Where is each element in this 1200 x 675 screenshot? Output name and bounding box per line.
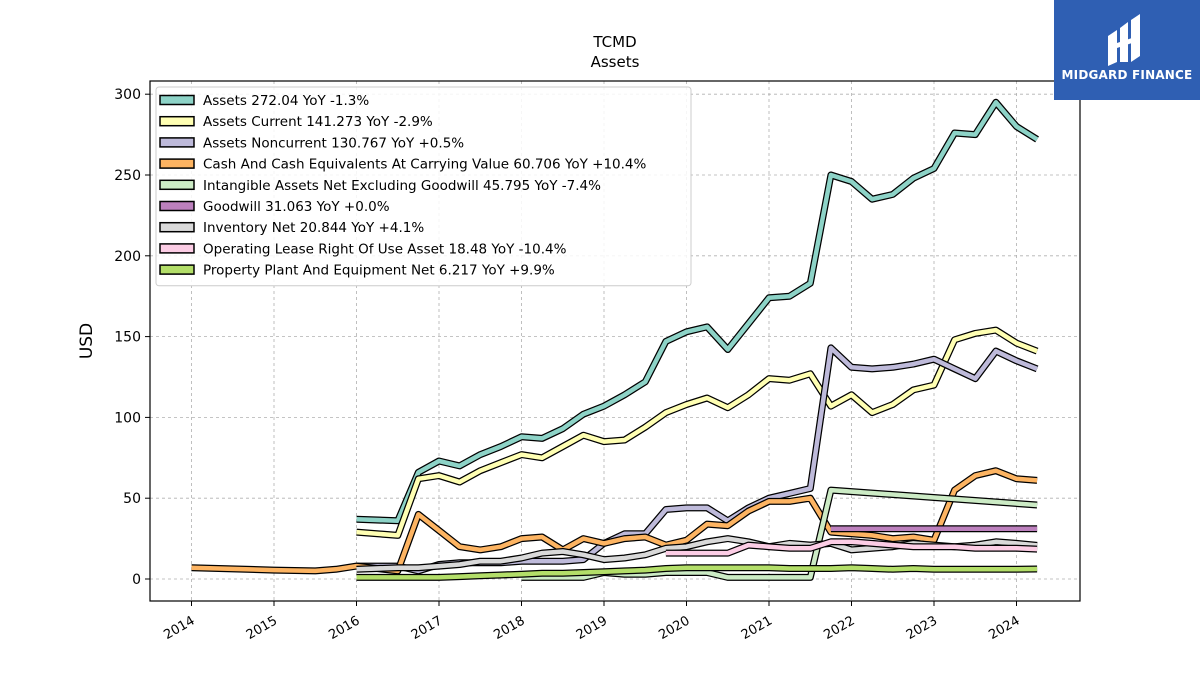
chart-subtitle: Assets (591, 53, 640, 71)
plot-frame (149, 80, 1081, 602)
y-axis-label: USD (77, 323, 97, 359)
brand-logo: MIDGARD FINANCE (1054, 0, 1200, 100)
x-tick-label: 2018 (491, 613, 527, 643)
y-tick-label: 50 (123, 491, 141, 507)
legend-swatch (159, 179, 195, 191)
x-tick-label: 2020 (656, 613, 692, 643)
legend-entry: Operating Lease Right Of Use Asset 18.48… (203, 241, 567, 257)
legend-swatch (159, 243, 195, 254)
chart-title: TCMD (592, 33, 636, 51)
legend-entry: Assets 272.04 YoY -1.3% (203, 93, 369, 109)
legend-swatch (159, 115, 195, 127)
legend-entry: Assets Current 141.273 YoY -2.9% (203, 114, 433, 130)
y-tick-label: 150 (114, 330, 141, 346)
series-line (356, 327, 1038, 538)
legend-swatch (159, 200, 195, 212)
legend-entry: Inventory Net 20.844 YoY +4.1% (203, 220, 424, 236)
legend-swatch (159, 158, 195, 169)
brand-logo-text: MIDGARD FINANCE (1061, 68, 1193, 82)
legend-entry: Property Plant And Equipment Net 6.217 Y… (203, 263, 555, 279)
y-tick-label: 300 (114, 87, 141, 103)
x-tick-label: 2017 (409, 613, 445, 643)
legend-entry: Cash And Cash Equivalents At Carrying Va… (203, 157, 647, 173)
legend-swatch (159, 264, 195, 275)
series-lines (191, 98, 1039, 581)
x-tick-label: 2022 (821, 613, 857, 643)
x-tick-label: 2023 (904, 613, 940, 643)
x-tick-label: 2016 (326, 613, 362, 643)
y-tick-label: 100 (114, 410, 141, 426)
legend-swatch (159, 137, 195, 148)
y-tick-label: 250 (114, 168, 141, 184)
legend-swatch (159, 221, 195, 233)
legend-entry: Assets Noncurrent 130.767 YoY +0.5% (203, 135, 464, 151)
series-line (521, 487, 1038, 580)
legend-swatch (159, 94, 195, 106)
legend-box (155, 86, 692, 287)
x-tick-label: 2021 (739, 613, 775, 643)
x-tick-label: 2019 (574, 613, 610, 643)
series-line (356, 565, 1038, 580)
logo-mark-icon (1108, 14, 1140, 66)
y-tick-label: 200 (114, 249, 141, 265)
legend-entry: Intangible Assets Net Excluding Goodwill… (203, 178, 601, 194)
legend: Assets 272.04 YoY -1.3% Assets Current 14… (155, 86, 692, 287)
legend-entry: Goodwill 31.063 YoY +0.0% (203, 199, 390, 215)
x-tick-label: 2015 (244, 613, 280, 643)
x-tick-label: 2014 (161, 613, 197, 643)
y-tick-label: 0 (132, 572, 141, 588)
x-tick-label: 2024 (986, 613, 1022, 643)
series-line (665, 539, 1038, 556)
series-line (356, 100, 1039, 524)
